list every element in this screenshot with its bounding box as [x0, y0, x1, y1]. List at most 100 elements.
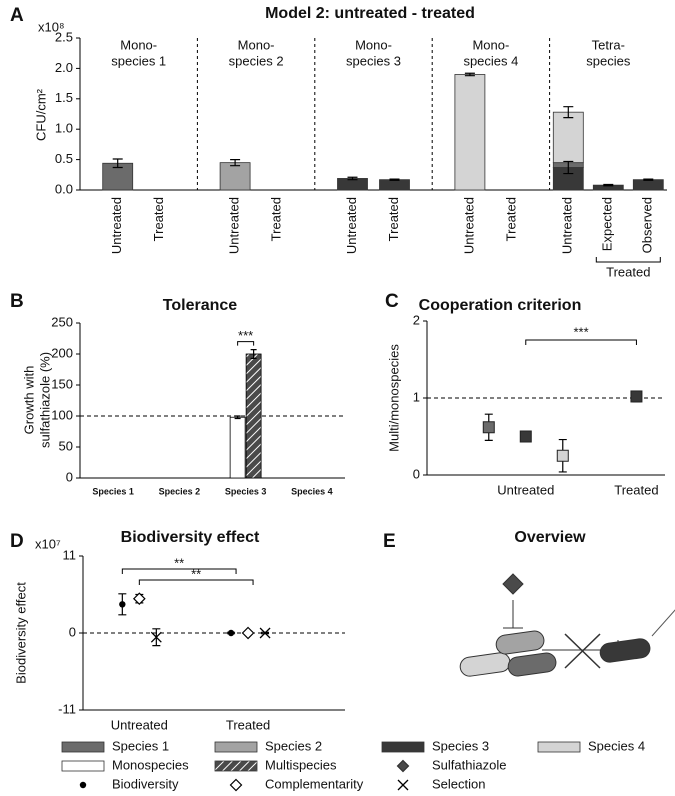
y-tick-label: 1.0: [55, 121, 73, 136]
y-tick-label: 250: [51, 314, 73, 329]
legend-marker: [396, 759, 410, 773]
legend-label: Selection: [432, 776, 485, 791]
y-tick-label: 100: [51, 407, 73, 422]
y-tick-label: 0.5: [55, 151, 73, 166]
error-bar: [464, 72, 475, 77]
bracket-label: Treated: [606, 264, 650, 279]
y-tick-label: 150: [51, 376, 73, 391]
point: [150, 631, 162, 643]
significance-bracket: [138, 579, 254, 585]
legend-label: Complementarity: [265, 776, 364, 791]
y-axis-label: Multi/monospecies: [386, 344, 401, 452]
x-tick-label: Species 4: [291, 486, 333, 496]
bar: [245, 353, 262, 479]
legend-swatch: [61, 741, 105, 753]
legend-label: Species 4: [588, 738, 645, 753]
point: [482, 421, 495, 434]
significance-label: ***: [574, 324, 589, 339]
x-tick-label: Treated: [269, 197, 284, 241]
panel-letter: D: [10, 531, 24, 552]
x-tick-label: Treated: [226, 717, 270, 732]
significance-bracket: [121, 568, 237, 574]
legend-marker: [397, 779, 409, 791]
legend-marker: [79, 781, 87, 789]
legend-label: Species 3: [432, 738, 489, 753]
x-tick-label: Untreated: [497, 482, 554, 497]
legend-marker: [229, 778, 243, 792]
x-tick-label: Untreated: [344, 197, 359, 254]
error-bar: [112, 158, 123, 169]
chart-title: Cooperation criterion: [419, 297, 582, 314]
legend-label: Species 1: [112, 738, 169, 753]
bar-segment: [379, 179, 410, 191]
point: [556, 449, 569, 462]
diagram-title: Overview: [514, 529, 586, 546]
error-bar: [563, 160, 574, 175]
error-bar: [603, 183, 614, 187]
group-label: Mono-: [120, 37, 157, 52]
y-tick-label: 200: [51, 345, 73, 360]
legend-label: Biodiversity: [112, 776, 179, 791]
y-axis-label: Growth with: [21, 366, 36, 435]
significance-label: ***: [238, 328, 253, 343]
y-tick-label: 2.0: [55, 60, 73, 75]
panel-letter: A: [10, 5, 24, 26]
bar: [229, 416, 246, 479]
legend-label: Species 2: [265, 738, 322, 753]
x-tick-label: Untreated: [227, 197, 242, 254]
y-tick-label: 0.0: [55, 181, 73, 196]
point: [119, 601, 126, 608]
group-label: species 4: [463, 53, 518, 68]
y-tick-label: 2: [413, 312, 420, 327]
legend-label: Sulfathiazole: [432, 757, 506, 772]
scale-label: x10⁷: [35, 536, 61, 551]
y-tick-label: 11: [63, 547, 77, 562]
y-tick-label: 50: [59, 438, 73, 453]
x-tick-label: Expected: [600, 197, 615, 251]
point: [259, 627, 271, 639]
legend-swatch: [214, 741, 258, 753]
group-label: Tetra-: [592, 37, 625, 52]
panel-letter: B: [10, 291, 24, 312]
point: [519, 430, 532, 443]
error-bar: [230, 159, 241, 167]
legend-label: Multispecies: [265, 757, 337, 772]
error-bar: [389, 178, 400, 181]
legend-label: Monospecies: [112, 757, 189, 772]
scale-label: x10⁸: [38, 19, 64, 34]
bar-segment: [219, 162, 251, 191]
y-tick-label: -11: [58, 701, 76, 716]
y-axis-label: CFU/cm²: [33, 88, 48, 141]
x-tick-label: Species 2: [159, 486, 201, 496]
error-bar: [250, 349, 257, 359]
significance-bracket: [525, 339, 637, 345]
group-label: Mono-: [472, 37, 509, 52]
legend-swatch: [537, 741, 581, 753]
x-tick-label: Treated: [151, 197, 166, 241]
x-tick-label: Treated: [503, 197, 518, 241]
point: [630, 390, 643, 403]
bracket: [595, 257, 661, 263]
y-tick-label: 0: [66, 469, 73, 484]
bar-segment: [454, 74, 486, 191]
chart-title: Tolerance: [163, 297, 238, 314]
x-tick-label: Untreated: [461, 197, 476, 254]
significance-label: **: [174, 555, 184, 570]
y-tick-label: 0: [69, 624, 76, 639]
point: [227, 629, 235, 637]
legend-swatch: [61, 760, 105, 772]
y-tick-label: 1.5: [55, 90, 73, 105]
error-bar: [234, 415, 241, 420]
group-label: species 1: [111, 53, 166, 68]
error-bar: [643, 178, 654, 181]
y-tick-label: 2.5: [55, 29, 73, 44]
group-label: Mono-: [355, 37, 392, 52]
significance-bracket: [237, 341, 255, 346]
y-tick-label: 1: [413, 389, 420, 404]
x-tick-label: Species 3: [225, 486, 267, 496]
group-label: species 2: [229, 53, 284, 68]
x-tick-label: Untreated: [111, 717, 168, 732]
x-tick-label: Treated: [614, 482, 658, 497]
point: [241, 626, 255, 640]
